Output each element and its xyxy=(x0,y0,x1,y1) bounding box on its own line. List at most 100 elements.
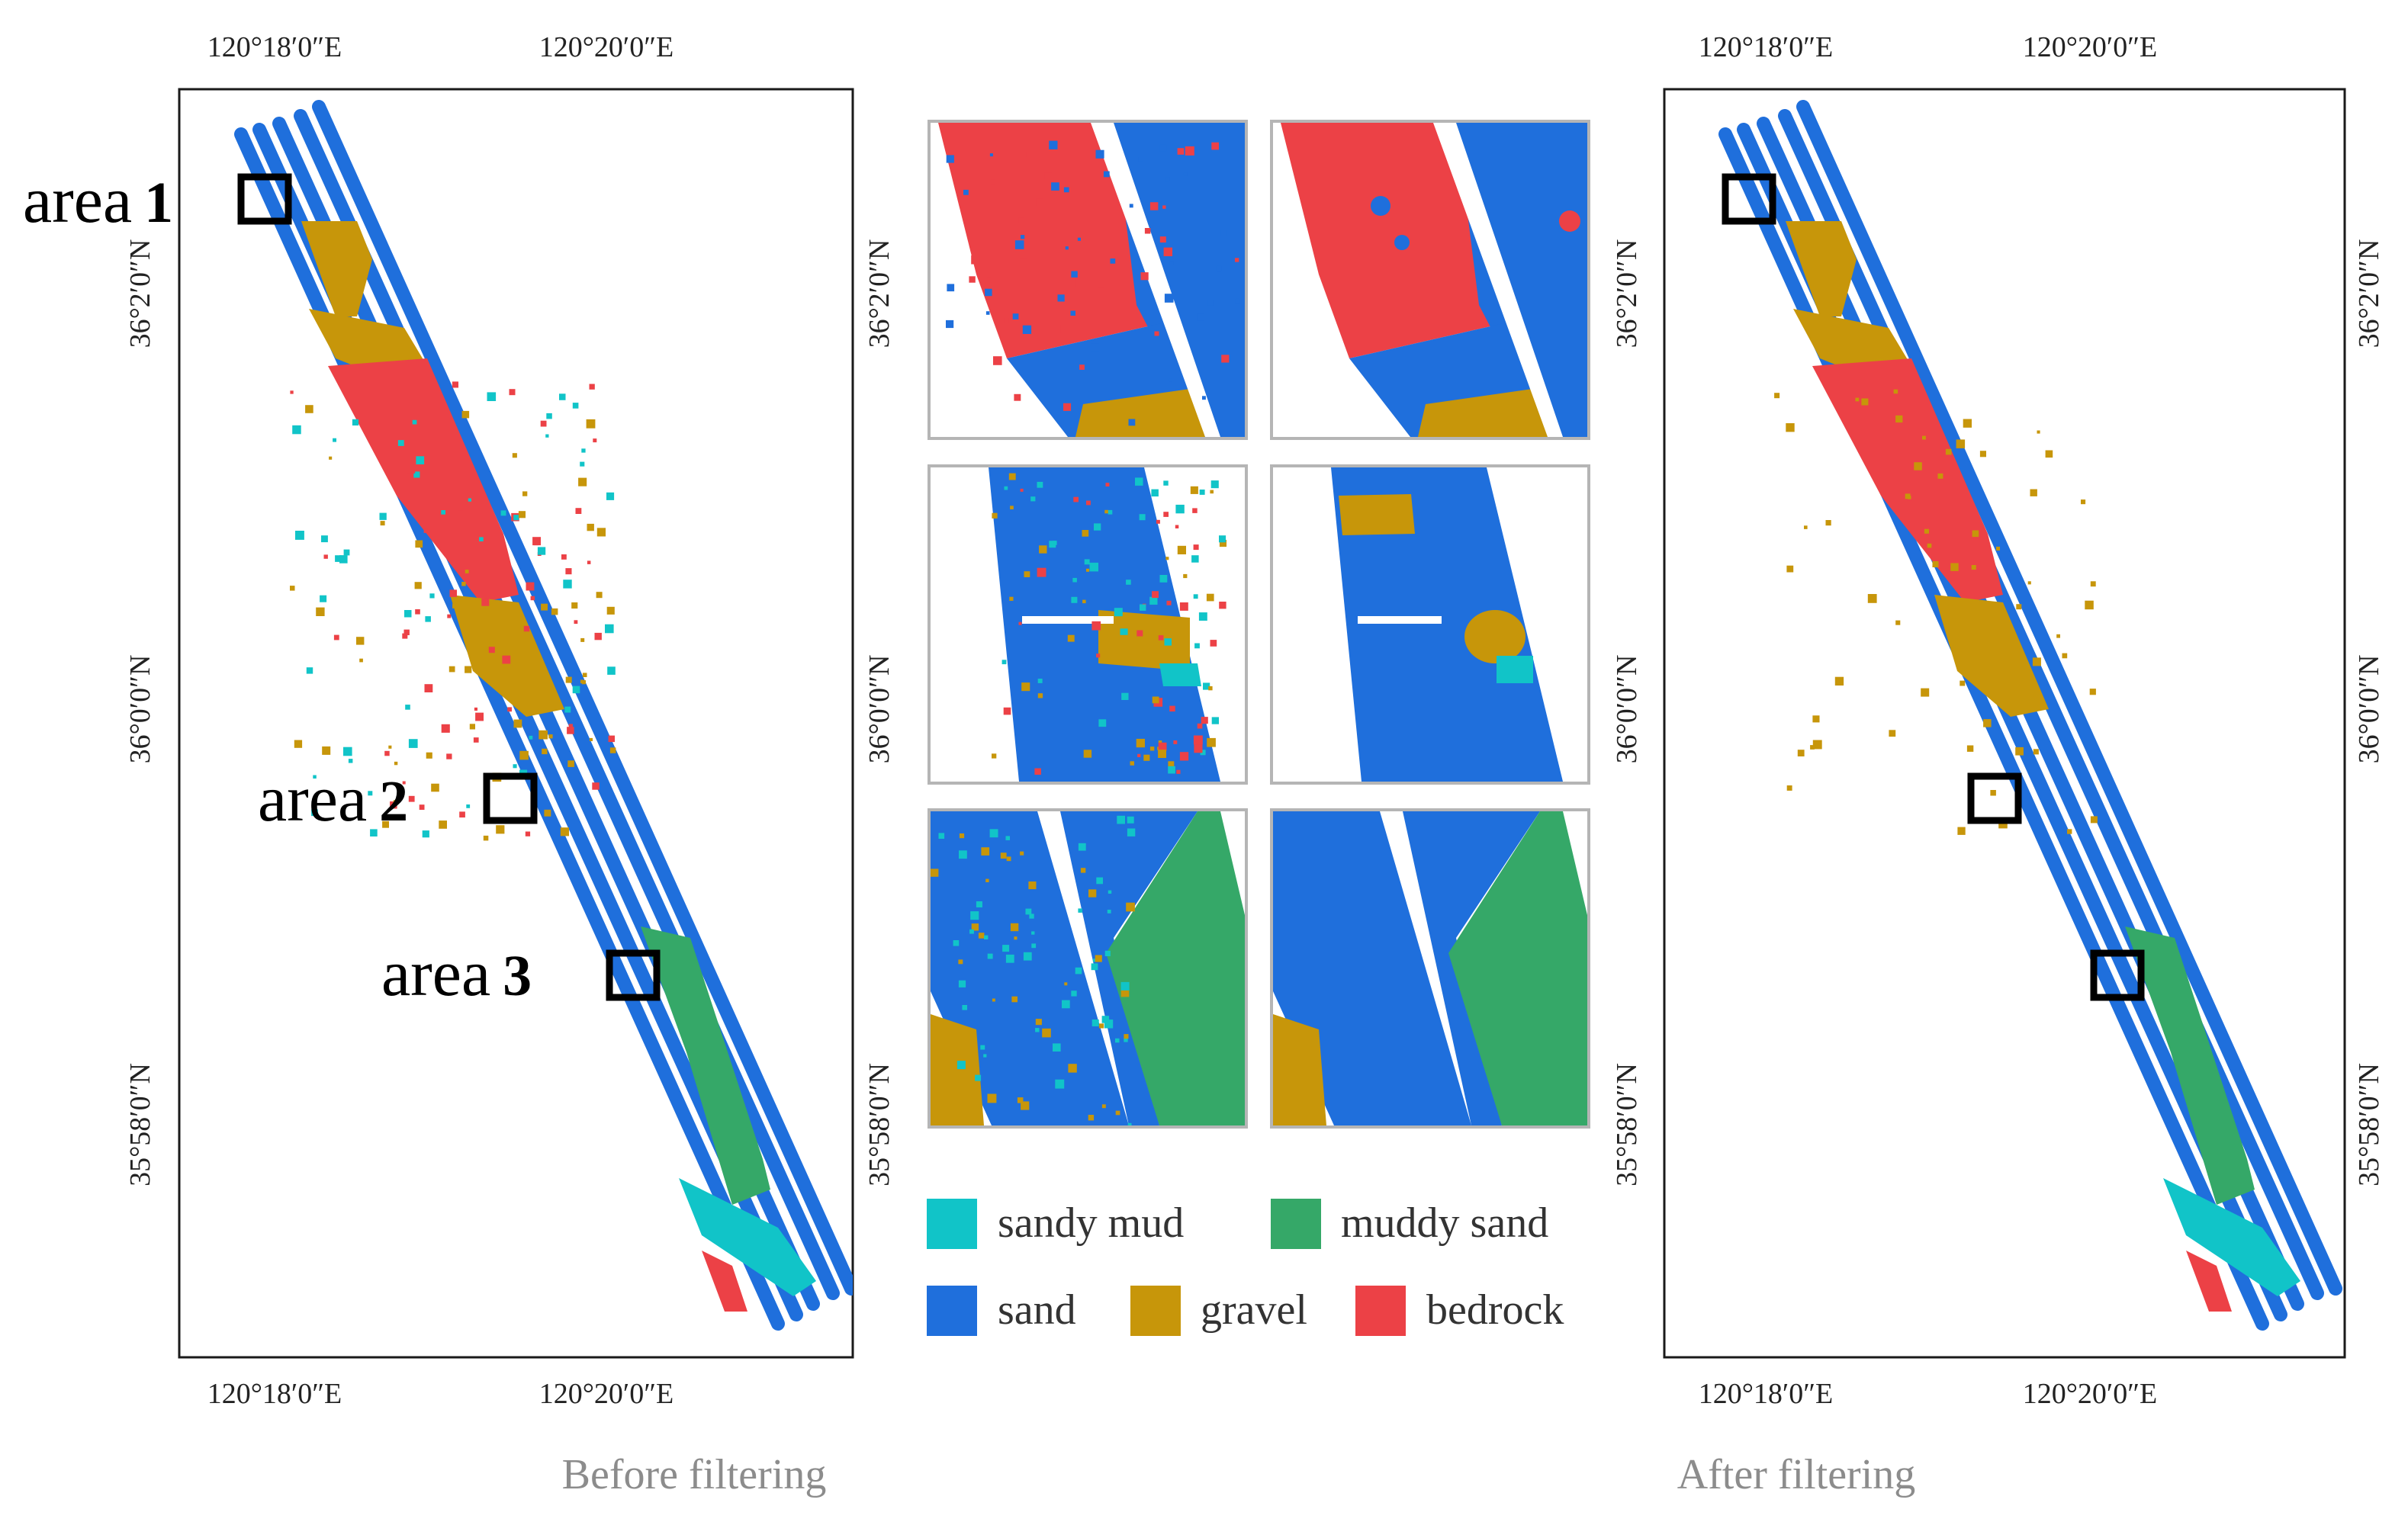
noise-pixel xyxy=(978,933,985,939)
noise-pixel xyxy=(452,381,458,388)
noise-pixel xyxy=(592,782,600,790)
noise-pixel xyxy=(335,555,342,562)
noise-pixel xyxy=(1075,278,1084,287)
noise-pixel xyxy=(1924,528,1929,534)
noise-pixel xyxy=(1004,486,1008,490)
noise-pixel xyxy=(1075,967,1082,975)
bedrock-zone xyxy=(702,1251,747,1312)
noise-pixel xyxy=(959,850,967,859)
noise-pixel xyxy=(469,724,475,730)
gravel-zone xyxy=(931,1014,984,1125)
muddy-sand-zone xyxy=(1448,811,1587,1125)
noise-pixel xyxy=(581,680,586,685)
noise-pixel xyxy=(1070,310,1075,316)
noise-pixel xyxy=(1127,1122,1132,1125)
sand-zone xyxy=(1403,811,1540,1125)
noise-pixel xyxy=(380,521,385,526)
noise-pixel xyxy=(1117,815,1125,824)
noise-pixel xyxy=(1235,258,1239,262)
noise-pixel xyxy=(382,820,389,828)
noise-pixel xyxy=(1996,546,2000,551)
noise-pixel xyxy=(323,554,328,559)
noise-pixel xyxy=(1175,504,1185,514)
noise-pixel xyxy=(1071,271,1078,278)
noise-pixel xyxy=(343,747,352,756)
noise-pixel xyxy=(2033,749,2039,755)
swath-after xyxy=(1796,100,2342,1296)
noise-pixel xyxy=(580,637,585,642)
legend-swatch-gravel xyxy=(1130,1286,1181,1336)
noise-pixel xyxy=(397,440,404,446)
sandy-mud-zone xyxy=(2163,1178,2300,1296)
noise-pixel xyxy=(348,759,353,763)
map-before: area 1 area 2 area 3 120°18′0″E 120°20′0″E … xyxy=(23,31,854,1498)
noise-pixel xyxy=(370,829,378,836)
noise-pixel xyxy=(968,196,976,203)
noise-pixel xyxy=(295,531,304,540)
noise-pixel xyxy=(1049,541,1056,548)
noise-pixel xyxy=(567,760,574,767)
x-tick-top-1: 120°18′0″E xyxy=(207,31,342,63)
speckle-after xyxy=(1774,389,2098,835)
noise-pixel xyxy=(316,607,325,616)
noise-pixel xyxy=(938,833,945,839)
noise-pixel xyxy=(431,783,439,792)
noise-pixel xyxy=(975,1074,982,1081)
noise-pixel xyxy=(582,673,587,677)
noise-pixel xyxy=(2016,604,2022,610)
noise-pixel xyxy=(1971,565,1976,570)
legend-swatch-muddy-sand xyxy=(1271,1199,1321,1249)
noise-pixel xyxy=(1021,682,1030,692)
noise-pixel xyxy=(1005,954,1014,963)
noise-pixel xyxy=(1179,752,1189,761)
noise-pixel xyxy=(1000,853,1007,859)
noise-pixel xyxy=(473,737,479,743)
noise-pixel xyxy=(589,384,595,390)
noise-pixel xyxy=(971,255,980,265)
noise-pixel xyxy=(1193,594,1198,599)
noise-pixel xyxy=(1053,1043,1061,1052)
x-tick-top-2: 120°20′0″E xyxy=(2023,31,2158,63)
sandy-mud-zone xyxy=(1159,663,1201,686)
noise-pixel xyxy=(1185,146,1194,156)
noise-pixel xyxy=(1072,577,1077,583)
noise-pixel xyxy=(1073,496,1079,503)
noise-pixel xyxy=(526,582,535,591)
noise-pixel xyxy=(1062,1000,1070,1009)
noise-pixel xyxy=(1101,1016,1110,1023)
noise-pixel xyxy=(1235,298,1240,304)
noise-pixel xyxy=(461,410,470,419)
noise-pixel xyxy=(305,405,313,413)
noise-pixel xyxy=(343,549,350,556)
noise-pixel xyxy=(1126,580,1131,585)
noise-pixel xyxy=(2081,499,2086,505)
gap xyxy=(1022,616,1114,624)
noise-pixel xyxy=(544,809,551,817)
noise-pixel xyxy=(1049,140,1058,149)
noise-pixel xyxy=(1020,235,1025,239)
noise-pixel xyxy=(446,753,452,759)
noise-pixel xyxy=(1091,621,1101,631)
noise-pixel xyxy=(404,610,412,618)
noise-pixel xyxy=(1197,723,1203,729)
noise-pixel xyxy=(993,356,1002,365)
noise-pixel xyxy=(606,492,615,500)
middle-y-tick-3: 35°58′0″N xyxy=(863,1063,895,1186)
noise-pixel xyxy=(987,1093,997,1103)
noise-pixel xyxy=(1009,596,1014,601)
noise-pixel xyxy=(1219,535,1227,543)
noise-pixel xyxy=(1129,204,1133,208)
noise-pixel xyxy=(2085,600,2094,610)
noise-pixel xyxy=(1143,754,1150,761)
area-3-marker-before xyxy=(606,949,661,1001)
legend-label-muddy-sand: muddy sand xyxy=(1341,1199,1548,1247)
noise-pixel xyxy=(1012,313,1019,319)
area-2-marker-before xyxy=(483,772,538,824)
noise-pixel xyxy=(1786,565,1794,573)
gravel-zone xyxy=(1339,494,1415,535)
noise-pixel xyxy=(1082,599,1086,604)
noise-pixel xyxy=(606,606,615,615)
noise-pixel xyxy=(1063,187,1069,193)
noise-pixel xyxy=(1201,717,1208,724)
